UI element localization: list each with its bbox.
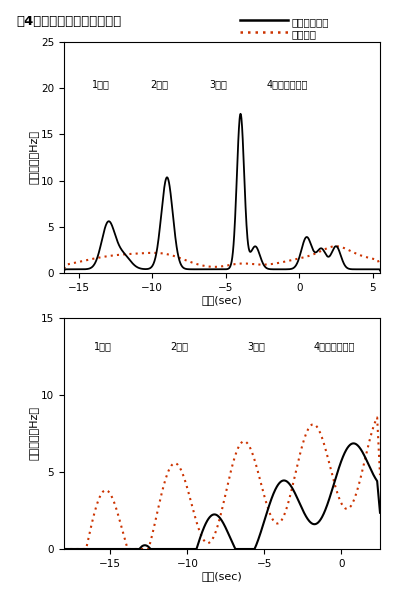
Text: ランダム: ランダム [292,29,317,39]
Y-axis label: 発火頻度（Hz）: 発火頻度（Hz） [28,407,38,461]
Text: 1回目: 1回目 [92,79,110,89]
X-axis label: 時間(sec): 時間(sec) [202,295,242,305]
Text: 図4　単一神経細胞の反応例: 図4 単一神経細胞の反応例 [16,15,121,28]
X-axis label: 時間(sec): 時間(sec) [202,571,242,581]
Text: 4回目（報酬）: 4回目（報酬） [267,79,308,89]
Text: 2回目: 2回目 [150,79,168,89]
Y-axis label: 発火頻度（Hz）: 発火頻度（Hz） [28,130,38,185]
Text: 2回目: 2回目 [171,341,189,351]
Text: 3回目: 3回目 [248,341,266,351]
Text: 手がかり有り: 手がかり有り [292,17,330,27]
Text: 3回目: 3回目 [209,79,227,89]
Text: 1回目: 1回目 [94,341,112,351]
Text: 4回目（報酬）: 4回目（報酬） [313,341,354,351]
